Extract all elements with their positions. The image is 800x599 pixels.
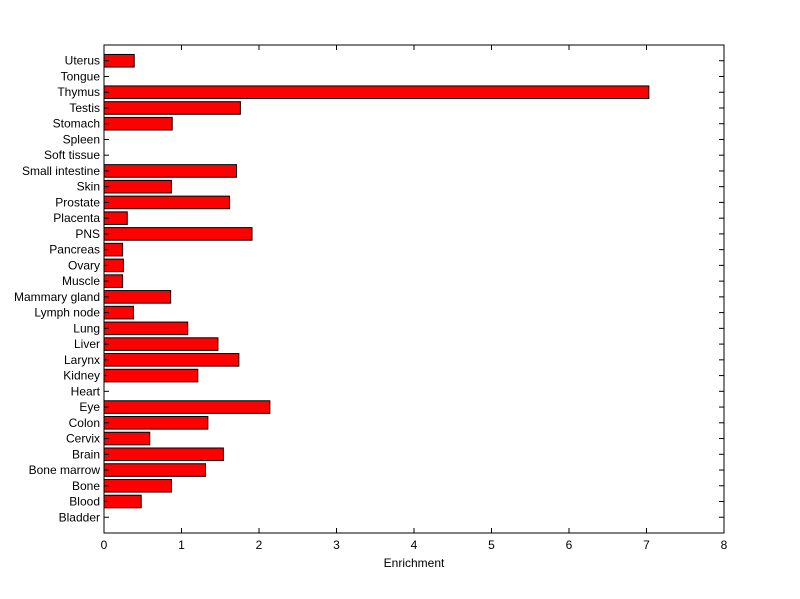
y-tick-label: Tongue bbox=[61, 69, 101, 83]
x-tick-label: 2 bbox=[256, 538, 263, 552]
bar bbox=[103, 116, 173, 131]
bar bbox=[103, 337, 219, 351]
x-tick-label: 6 bbox=[566, 538, 573, 552]
bar bbox=[103, 494, 142, 509]
x-tick-label: 1 bbox=[178, 538, 185, 552]
bar bbox=[103, 463, 207, 477]
y-tick-label: Muscle bbox=[62, 274, 100, 288]
y-tick-label: Larynx bbox=[64, 353, 100, 367]
y-tick-label: Liver bbox=[74, 337, 100, 351]
bar bbox=[103, 195, 231, 210]
bar bbox=[103, 400, 271, 414]
y-tick-label: Bone bbox=[72, 479, 100, 493]
bar bbox=[103, 368, 199, 383]
y-tick-label: Cervix bbox=[66, 432, 100, 446]
y-tick-label: Spleen bbox=[63, 132, 100, 146]
bar bbox=[103, 353, 240, 367]
y-tick-label: Small intestine bbox=[22, 164, 100, 178]
y-tick-label: Kidney bbox=[63, 369, 100, 383]
y-tick-label: Ovary bbox=[68, 258, 100, 272]
x-tick-label: 7 bbox=[643, 538, 650, 552]
x-axis-label: Enrichment bbox=[384, 556, 445, 570]
y-tick-label: Skin bbox=[77, 180, 100, 194]
y-tick-label: Bladder bbox=[59, 510, 100, 524]
y-tick-label: Heart bbox=[71, 384, 101, 398]
y-tick-label: Blood bbox=[69, 495, 100, 509]
y-tick-label: Thymus bbox=[57, 85, 100, 99]
x-tick-label: 4 bbox=[411, 538, 418, 552]
y-tick-label: Pancreas bbox=[49, 243, 100, 257]
bar bbox=[103, 179, 172, 194]
y-tick-label: Placenta bbox=[53, 211, 100, 225]
bar bbox=[103, 321, 189, 336]
bar bbox=[103, 478, 172, 493]
x-tick-label: 5 bbox=[488, 538, 495, 552]
y-tick-label: Bone marrow bbox=[29, 463, 101, 477]
y-tick-label: Uterus bbox=[65, 54, 100, 68]
x-tick-label: 3 bbox=[333, 538, 340, 552]
y-tick-label: Eye bbox=[79, 400, 100, 414]
y-tick-label: Lymph node bbox=[34, 306, 100, 320]
bar bbox=[103, 101, 241, 115]
y-tick-label: PNS bbox=[75, 227, 100, 241]
y-tick-label: Lung bbox=[73, 321, 100, 335]
bar bbox=[103, 227, 253, 241]
y-tick-label: Stomach bbox=[53, 117, 100, 131]
plot-frame bbox=[103, 44, 725, 534]
x-tick-label: 8 bbox=[721, 538, 728, 552]
y-tick-label: Brain bbox=[72, 447, 100, 461]
x-ticks-group: 0 1 2 3 4 5 6 7 8 bbox=[101, 45, 728, 552]
bar bbox=[103, 447, 224, 462]
x-tick-label: 0 bbox=[101, 538, 108, 552]
y-tick-label: Mammary gland bbox=[14, 290, 100, 304]
y-tick-label: Colon bbox=[69, 416, 100, 430]
y-tick-label: Soft tissue bbox=[44, 148, 100, 162]
bar bbox=[103, 164, 238, 178]
bar bbox=[103, 416, 209, 430]
y-tick-label: Testis bbox=[69, 101, 100, 115]
bar bbox=[103, 290, 172, 304]
bar bbox=[103, 85, 650, 100]
y-tick-label: Prostate bbox=[55, 195, 100, 209]
bar bbox=[103, 431, 151, 446]
